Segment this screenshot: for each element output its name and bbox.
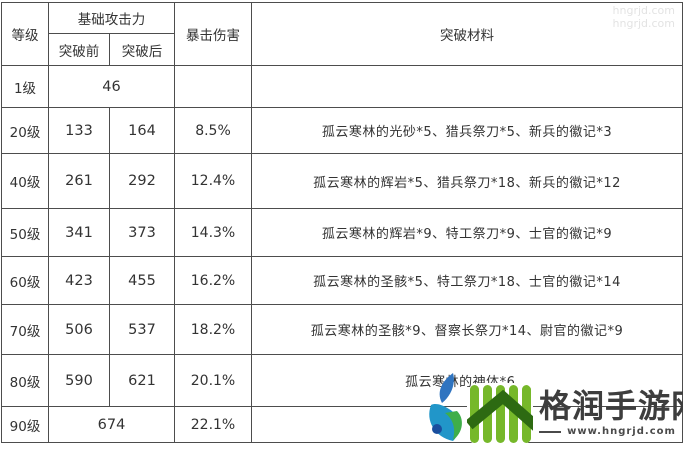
atk-before-cell: 133 bbox=[48, 107, 110, 154]
atk-before-cell: 261 bbox=[48, 153, 110, 209]
level-cell: 90级 bbox=[1, 406, 49, 443]
atk-before-cell: 506 bbox=[48, 304, 110, 355]
table-row: 60级 423 455 16.2% 孤云寒林的圣骸*5、特工祭刀*18、士官的徽… bbox=[1, 256, 683, 305]
atk-before-cell: 341 bbox=[48, 208, 110, 257]
materials-cell: 孤云寒林的神体*6、 bbox=[251, 354, 683, 407]
materials-cell: 孤云寒林的辉岩*9、特工祭刀*9、士官的徽记*9 bbox=[251, 208, 683, 257]
table-row: 50级 341 373 14.3% 孤云寒林的辉岩*9、特工祭刀*9、士官的徽记… bbox=[1, 208, 683, 257]
atk-after-cell: 621 bbox=[109, 354, 175, 407]
atk-cell: 46 bbox=[48, 65, 175, 108]
materials-cell: 孤云寒林的光砂*5、猎兵祭刀*5、新兵的徽记*3 bbox=[251, 107, 683, 154]
atk-after-cell: 537 bbox=[109, 304, 175, 355]
brand-name: 格润手游网 bbox=[539, 387, 683, 425]
brand-block: 格润手游网 www.hngrjd.com bbox=[539, 389, 683, 437]
crit-cell: 16.2% bbox=[174, 256, 252, 305]
level-cell: 20级 bbox=[1, 107, 49, 154]
level-cell: 60级 bbox=[1, 256, 49, 305]
materials-cell bbox=[251, 65, 683, 108]
table-row: 20级 133 164 8.5% 孤云寒林的光砂*5、猎兵祭刀*5、新兵的徽记*… bbox=[1, 107, 683, 154]
header-crit-dmg: 暴击伤害 bbox=[174, 2, 252, 66]
crit-cell: 8.5% bbox=[174, 107, 252, 154]
grjd-logo-icon bbox=[467, 383, 533, 445]
crit-cell: 18.2% bbox=[174, 304, 252, 355]
crit-cell: 14.3% bbox=[174, 208, 252, 257]
header-level: 等级 bbox=[1, 2, 49, 66]
materials-cell: 孤云寒林的圣骸*9、督察长祭刀*14、尉官的徽记*9 bbox=[251, 304, 683, 355]
level-cell: 1级 bbox=[1, 65, 49, 108]
brand-url: www.hngrjd.com bbox=[567, 426, 676, 437]
corner-watermark-line: hngrjd.com bbox=[612, 4, 675, 17]
level-cell: 50级 bbox=[1, 208, 49, 257]
header-after-ascension: 突破后 bbox=[109, 33, 175, 66]
atk-after-cell: 164 bbox=[109, 107, 175, 154]
table-row: 1级 46 bbox=[1, 65, 683, 108]
atk-before-cell: 423 bbox=[48, 256, 110, 305]
level-cell: 80级 bbox=[1, 354, 49, 407]
atk-before-cell: 590 bbox=[48, 354, 110, 407]
crit-cell bbox=[174, 65, 252, 108]
crit-cell: 20.1% bbox=[174, 354, 252, 407]
brand-url-line: www.hngrjd.com bbox=[539, 426, 683, 437]
table-row: 80级 590 621 20.1% 孤云寒林的神体*6、 bbox=[1, 354, 683, 407]
crit-cell: 12.4% bbox=[174, 153, 252, 209]
header-base-atk: 基础攻击力 bbox=[48, 2, 175, 34]
table-row: 40级 261 292 12.4% 孤云寒林的辉岩*5、猎兵祭刀*18、新兵的徽… bbox=[1, 153, 683, 209]
divider bbox=[681, 430, 683, 433]
atk-after-cell: 292 bbox=[109, 153, 175, 209]
header-materials: 突破材料 bbox=[251, 2, 683, 66]
table-row: 70级 506 537 18.2% 孤云寒林的圣骸*9、督察长祭刀*14、尉官的… bbox=[1, 304, 683, 355]
level-cell: 40级 bbox=[1, 153, 49, 209]
materials-cell: 孤云寒林的圣骸*5、特工祭刀*18、士官的徽记*14 bbox=[251, 256, 683, 305]
atk-after-cell: 373 bbox=[109, 208, 175, 257]
corner-watermark: hngrjd.com hngrjd.com bbox=[613, 4, 675, 30]
materials-cell: 孤云寒林的辉岩*5、猎兵祭刀*18、新兵的徽记*12 bbox=[251, 153, 683, 209]
crit-cell: 22.1% bbox=[174, 406, 252, 443]
atk-after-cell: 455 bbox=[109, 256, 175, 305]
logo-swirl-icon bbox=[429, 373, 462, 441]
site-watermark: 格润手游网 www.hngrjd.com bbox=[423, 363, 683, 447]
level-cell: 70级 bbox=[1, 304, 49, 355]
corner-watermark-line: hngrjd.com bbox=[612, 17, 675, 30]
atk-cell: 674 bbox=[48, 406, 175, 443]
header-before-ascension: 突破前 bbox=[48, 33, 110, 66]
divider bbox=[539, 430, 562, 433]
